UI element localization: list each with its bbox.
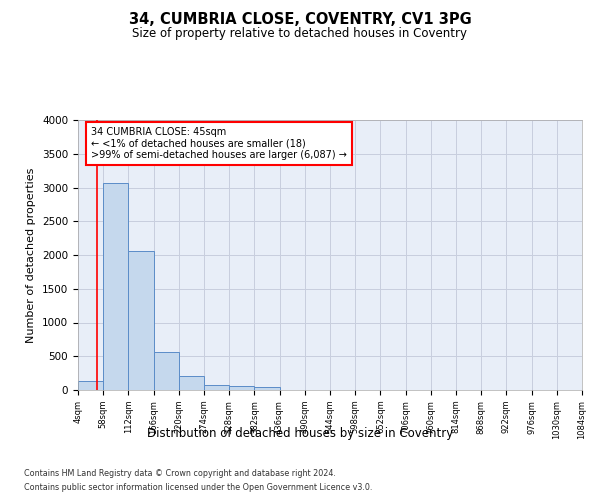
Text: Size of property relative to detached houses in Coventry: Size of property relative to detached ho… [133, 28, 467, 40]
Text: Contains public sector information licensed under the Open Government Licence v3: Contains public sector information licen… [24, 484, 373, 492]
Bar [229, 386, 254, 390]
Bar [254, 387, 280, 390]
Bar [204, 385, 229, 390]
Text: Contains HM Land Registry data © Crown copyright and database right 2024.: Contains HM Land Registry data © Crown c… [24, 468, 336, 477]
Bar [128, 251, 154, 390]
Text: Distribution of detached houses by size in Coventry: Distribution of detached houses by size … [147, 428, 453, 440]
Text: 34 CUMBRIA CLOSE: 45sqm
← <1% of detached houses are smaller (18)
>99% of semi-d: 34 CUMBRIA CLOSE: 45sqm ← <1% of detache… [91, 126, 347, 160]
Bar [103, 184, 128, 390]
Y-axis label: Number of detached properties: Number of detached properties [26, 168, 37, 342]
Bar [154, 352, 179, 390]
Bar [78, 381, 103, 390]
Bar [179, 376, 204, 390]
Text: 34, CUMBRIA CLOSE, COVENTRY, CV1 3PG: 34, CUMBRIA CLOSE, COVENTRY, CV1 3PG [128, 12, 472, 28]
